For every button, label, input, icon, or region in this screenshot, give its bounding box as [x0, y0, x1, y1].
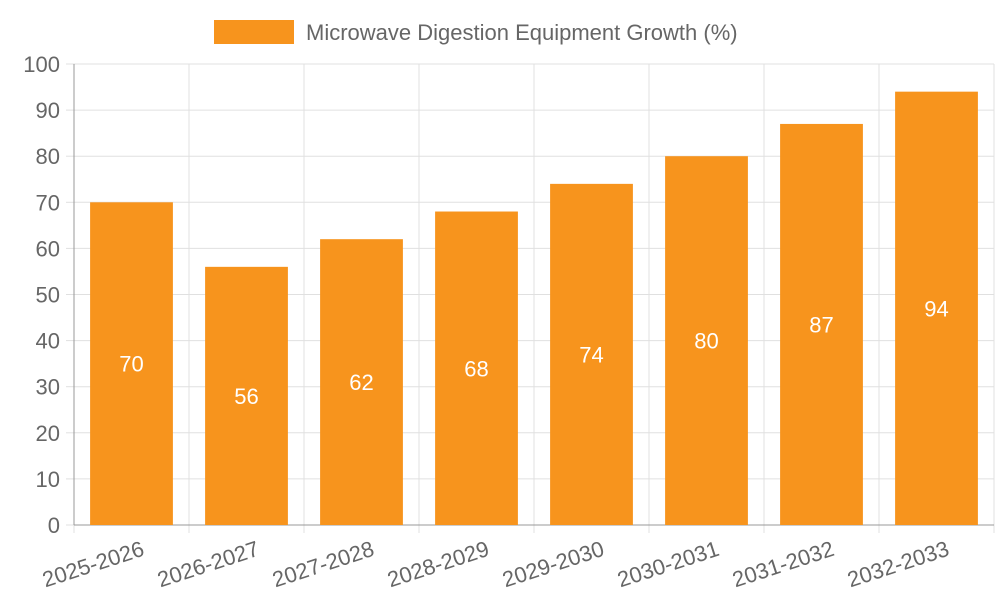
bar-value-label: 80	[694, 329, 718, 354]
y-tick-label: 40	[36, 329, 60, 354]
y-tick-label: 80	[36, 144, 60, 169]
bar[interactable]	[205, 266, 288, 525]
x-axis-ticks: 2025-2026 2026-2027 2027-2028 2028-2029 2029…	[39, 536, 952, 592]
x-tick-label: 2025-2026	[39, 536, 147, 592]
y-tick-label: 60	[36, 236, 60, 261]
x-tick-label: 2029-2030	[499, 536, 607, 592]
y-tick-label: 50	[36, 283, 60, 308]
data-labels: 70 56 62 68 74 80 87 94	[119, 296, 948, 409]
legend[interactable]: Microwave Digestion Equipment Growth (%)	[214, 20, 738, 45]
bar-value-label: 74	[579, 342, 603, 367]
bar-value-label: 56	[234, 384, 258, 409]
bars	[90, 91, 978, 526]
y-tick-label: 90	[36, 98, 60, 123]
bar[interactable]	[90, 202, 173, 526]
x-tick-label: 2027-2028	[269, 536, 377, 592]
y-tick-label: 70	[36, 190, 60, 215]
y-tick-label: 10	[36, 467, 60, 492]
legend-label: Microwave Digestion Equipment Growth (%)	[306, 20, 738, 45]
bar-value-label: 70	[119, 352, 143, 377]
x-tick-label: 2028-2029	[384, 536, 492, 592]
y-tick-label: 30	[36, 375, 60, 400]
bar-value-label: 68	[464, 356, 488, 381]
y-tick-label: 100	[23, 52, 60, 77]
x-tick-label: 2032-2033	[844, 536, 952, 592]
legend-swatch	[214, 20, 294, 44]
bar[interactable]	[550, 183, 633, 526]
bar[interactable]	[320, 239, 403, 525]
y-tick-label: 0	[48, 513, 60, 538]
bar[interactable]	[435, 211, 518, 525]
x-tick-label: 2031-2032	[729, 536, 837, 592]
x-tick-label: 2026-2027	[154, 536, 262, 592]
bar[interactable]	[665, 156, 748, 525]
bar[interactable]	[895, 91, 978, 525]
y-axis-ticks: 0 10 20 30 40 50 60 70 80 90 100	[23, 52, 60, 538]
bar-value-label: 62	[349, 370, 373, 395]
x-tick-label: 2030-2031	[614, 536, 722, 592]
bar-value-label: 94	[924, 296, 948, 321]
y-tick-label: 20	[36, 421, 60, 446]
bar-value-label: 87	[809, 312, 833, 337]
bar[interactable]	[780, 123, 863, 526]
